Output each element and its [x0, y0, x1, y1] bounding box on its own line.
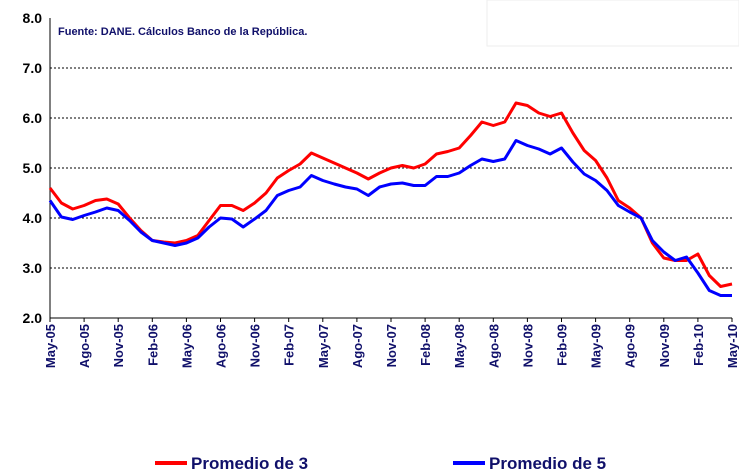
x-tick-label: Ago-08: [486, 324, 501, 368]
x-tick-label: Nov-07: [384, 324, 399, 367]
background-box: [486, 0, 739, 47]
x-tick-label: Nov-05: [111, 324, 126, 367]
x-tick-label: May-08: [452, 324, 467, 368]
y-tick-label: 7.0: [23, 60, 43, 76]
x-tick-label: Ago-07: [350, 324, 365, 368]
x-tick-label: May-07: [316, 324, 331, 368]
y-tick-label: 3.0: [23, 260, 43, 276]
x-tick-label: Nov-08: [520, 324, 535, 367]
y-tick-label: 4.0: [23, 210, 43, 226]
x-tick-label: May-06: [179, 324, 194, 368]
x-tick-label: Feb-07: [282, 324, 297, 366]
x-tick-label: Nov-06: [248, 324, 263, 367]
y-tick-label: 6.0: [23, 110, 43, 126]
x-tick-label: Ago-06: [214, 324, 229, 368]
x-tick-label: Feb-08: [418, 324, 433, 366]
x-tick-label: May-05: [43, 324, 58, 368]
y-tick-label: 2.0: [23, 310, 43, 326]
x-tick-label: May-10: [725, 324, 739, 368]
x-tick-label: Ago-09: [623, 324, 638, 368]
x-tick-label: Ago-05: [77, 324, 92, 368]
annotation: Fuente: DANE. Cálculos Banco de la Repúb…: [58, 26, 307, 38]
x-tick-label: Feb-10: [691, 324, 706, 366]
x-tick-label: Nov-09: [657, 324, 672, 367]
series-line: [48, 139, 732, 297]
x-tick-label: May-09: [589, 324, 604, 368]
legend-label: Promedio de 3: [191, 454, 308, 472]
series-line: [48, 101, 733, 288]
y-tick-label: 8.0: [23, 10, 43, 26]
legend-label: Promedio de 5: [489, 454, 606, 472]
x-tick-label: Feb-09: [555, 324, 570, 366]
y-tick-label: 5.0: [23, 160, 43, 176]
annotation-box: [50, 18, 350, 46]
x-tick-label: Feb-06: [145, 324, 160, 366]
